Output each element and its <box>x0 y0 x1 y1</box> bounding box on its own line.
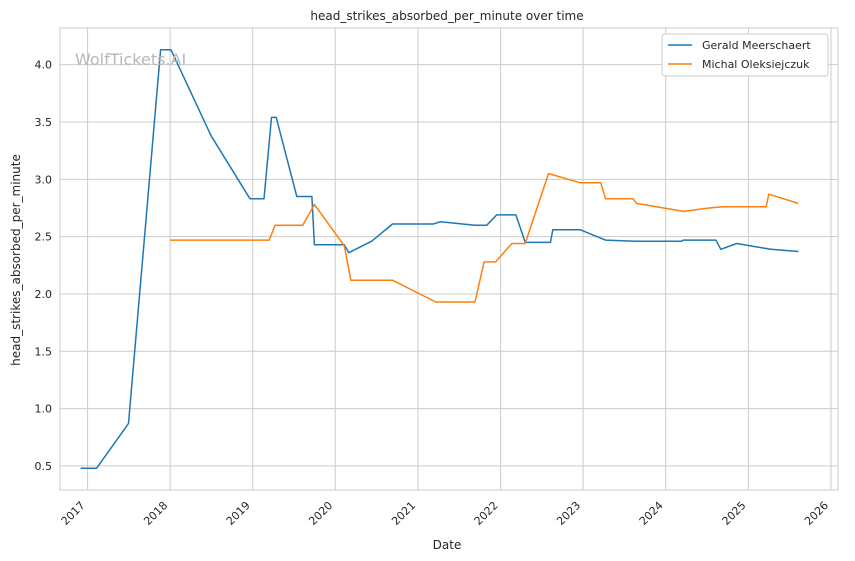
y-tick-label: 0.5 <box>35 460 53 473</box>
x-tick-label: 2019 <box>224 499 253 528</box>
series-lines <box>80 49 799 469</box>
x-tick-label: 2017 <box>59 499 88 528</box>
y-axis-ticks: 0.5 1.0 1.5 2.0 2.5 3.0 3.5 4.0 <box>35 59 53 473</box>
legend-label-gerald-meerschaert: Gerald Meerschaert <box>702 39 811 52</box>
y-tick-label: 3.0 <box>35 173 53 186</box>
y-tick-label: 2.0 <box>35 288 53 301</box>
series-line-michal-oleksiejczuk <box>170 172 799 303</box>
legend-label-michal-oleksiejczuk: Michal Oleksiejczuk <box>702 58 810 71</box>
watermark: WolfTickets.AI <box>75 50 186 69</box>
x-tick-label: 2020 <box>306 499 335 528</box>
x-tick-label: 2021 <box>389 499 418 528</box>
y-tick-label: 2.5 <box>35 231 53 244</box>
y-tick-label: 1.5 <box>35 345 53 358</box>
legend: Gerald Meerschaert Michal Oleksiejczuk <box>661 33 829 77</box>
y-axis-label: head_strikes_absorbed_per_minute <box>9 154 23 366</box>
plot-background <box>60 28 838 490</box>
y-tick-label: 1.0 <box>35 403 53 416</box>
x-axis-label: Date <box>433 538 462 552</box>
chart-title: head_strikes_absorbed_per_minute over ti… <box>310 9 583 23</box>
legend-box <box>661 33 829 77</box>
x-tick-label: 2023 <box>554 499 583 528</box>
grid-lines <box>60 28 838 490</box>
x-axis-ticks: 2017 2018 2019 2020 2021 2022 2023 2024 2025 2026 <box>59 499 831 528</box>
series-line-gerald-meerschaert <box>80 49 799 469</box>
x-tick-label: 2022 <box>472 499 501 528</box>
plot-frame <box>59 27 839 491</box>
y-tick-label: 3.5 <box>35 116 53 129</box>
x-tick-label: 2026 <box>802 499 831 528</box>
y-tick-label: 4.0 <box>35 59 53 72</box>
x-tick-label: 2018 <box>141 499 170 528</box>
x-tick-label: 2025 <box>720 499 749 528</box>
x-tick-label: 2024 <box>637 499 666 528</box>
